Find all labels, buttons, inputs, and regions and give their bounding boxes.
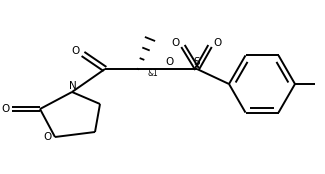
Text: N: N: [69, 81, 77, 91]
Text: O: O: [72, 46, 80, 56]
Text: O: O: [1, 104, 9, 114]
Text: S: S: [194, 57, 200, 67]
Text: O: O: [171, 38, 179, 48]
Text: &1: &1: [147, 69, 158, 78]
Text: O: O: [214, 38, 222, 48]
Text: O: O: [43, 132, 51, 142]
Text: O: O: [166, 57, 174, 67]
